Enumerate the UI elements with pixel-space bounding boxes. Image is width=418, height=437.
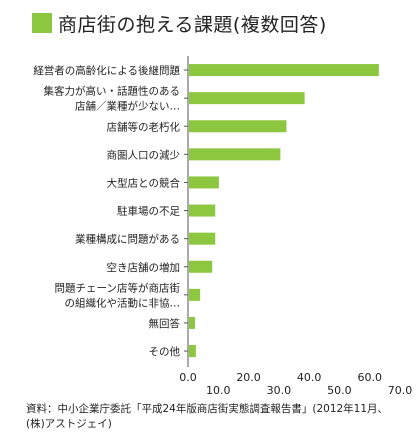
bar xyxy=(189,288,201,301)
bar xyxy=(189,316,195,329)
source-line-1: 資料：中小企業庁委託「平成24年版商店街実態調査報告書」(2012年11月、 xyxy=(26,403,389,415)
category-label: 経営者の高齢化による後継問題 xyxy=(33,64,180,77)
category-label: 空き店舗の増加 xyxy=(107,261,181,274)
x-tick-label: 40.0 xyxy=(297,371,322,384)
category-label: その他 xyxy=(149,345,181,358)
category-label: 業種構成に問題がある xyxy=(75,233,180,246)
x-tick-label: 20.0 xyxy=(236,371,261,384)
category-label: 大型店との競合 xyxy=(107,176,181,189)
category-label: 問題チェーン店等が商店街 xyxy=(55,281,181,294)
bar xyxy=(189,232,216,245)
bar xyxy=(189,148,281,161)
x-tick-label: 60.0 xyxy=(357,371,382,384)
x-tick-label: 0.0 xyxy=(179,371,197,384)
category-label: 商圏人口の減少 xyxy=(107,148,181,161)
bar xyxy=(189,260,213,273)
category-label: 駐車場の不足 xyxy=(117,205,180,218)
source-line-2: (株)アストジェイ) xyxy=(26,418,112,430)
source-note: 資料：中小企業庁委託「平成24年版商店街実態調査報告書」(2012年11月、 (… xyxy=(26,402,416,432)
category-label: 集客力が高い・話題性のある xyxy=(44,85,181,98)
category-label: 無回答 xyxy=(149,317,181,330)
x-tick-label: 70.0 xyxy=(388,384,413,397)
title-square-icon xyxy=(32,13,52,33)
bar xyxy=(189,64,379,77)
category-label: の組織化や活動に非協… xyxy=(65,296,181,309)
x-tick-label: 30.0 xyxy=(267,384,292,397)
chart-title-text: 商店街の抱える課題(複数回答) xyxy=(58,13,327,36)
chart-title: 商店街の抱える課題(複数回答) xyxy=(32,9,327,37)
category-label: 店舗等の老朽化 xyxy=(107,120,181,133)
bar xyxy=(189,345,196,358)
bar xyxy=(189,176,219,189)
bar xyxy=(189,204,216,217)
bar xyxy=(189,120,287,133)
x-tick-label: 10.0 xyxy=(206,384,231,397)
x-tick-label: 50.0 xyxy=(327,384,352,397)
bar xyxy=(189,92,305,105)
category-label: 店舗／業種が少ない… xyxy=(75,100,180,113)
